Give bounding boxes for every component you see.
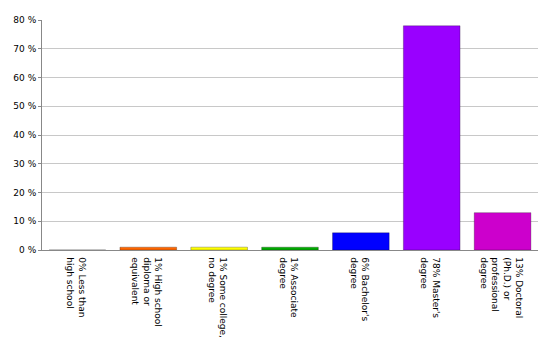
svg-text:40 %: 40 % — [13, 130, 36, 140]
svg-text:6% Bachelor'sdegree: 6% Bachelor'sdegree — [349, 257, 371, 321]
svg-text:0% Less thanhigh school: 0% Less thanhigh school — [65, 257, 87, 317]
svg-text:1% High schooldiploma orequiva: 1% High schooldiploma orequivalent — [130, 257, 163, 327]
svg-text:1% Associatedegree: 1% Associatedegree — [278, 257, 300, 318]
svg-text:70 %: 70 % — [13, 44, 36, 54]
svg-text:0 %: 0 % — [19, 245, 37, 255]
svg-text:10 %: 10 % — [13, 216, 36, 226]
svg-text:20 %: 20 % — [13, 188, 36, 198]
svg-text:1% Some college,no degree: 1% Some college,no degree — [207, 257, 229, 338]
svg-text:13% Doctoral(Ph.D.) orprofessi: 13% Doctoral(Ph.D.) orprofessionaldegree — [479, 257, 524, 318]
svg-text:78% Master'sdegree: 78% Master'sdegree — [419, 257, 441, 318]
svg-text:80 %: 80 % — [13, 15, 36, 25]
svg-text:60 %: 60 % — [13, 73, 36, 83]
svg-text:30 %: 30 % — [13, 159, 36, 169]
svg-text:50 %: 50 % — [13, 101, 36, 111]
